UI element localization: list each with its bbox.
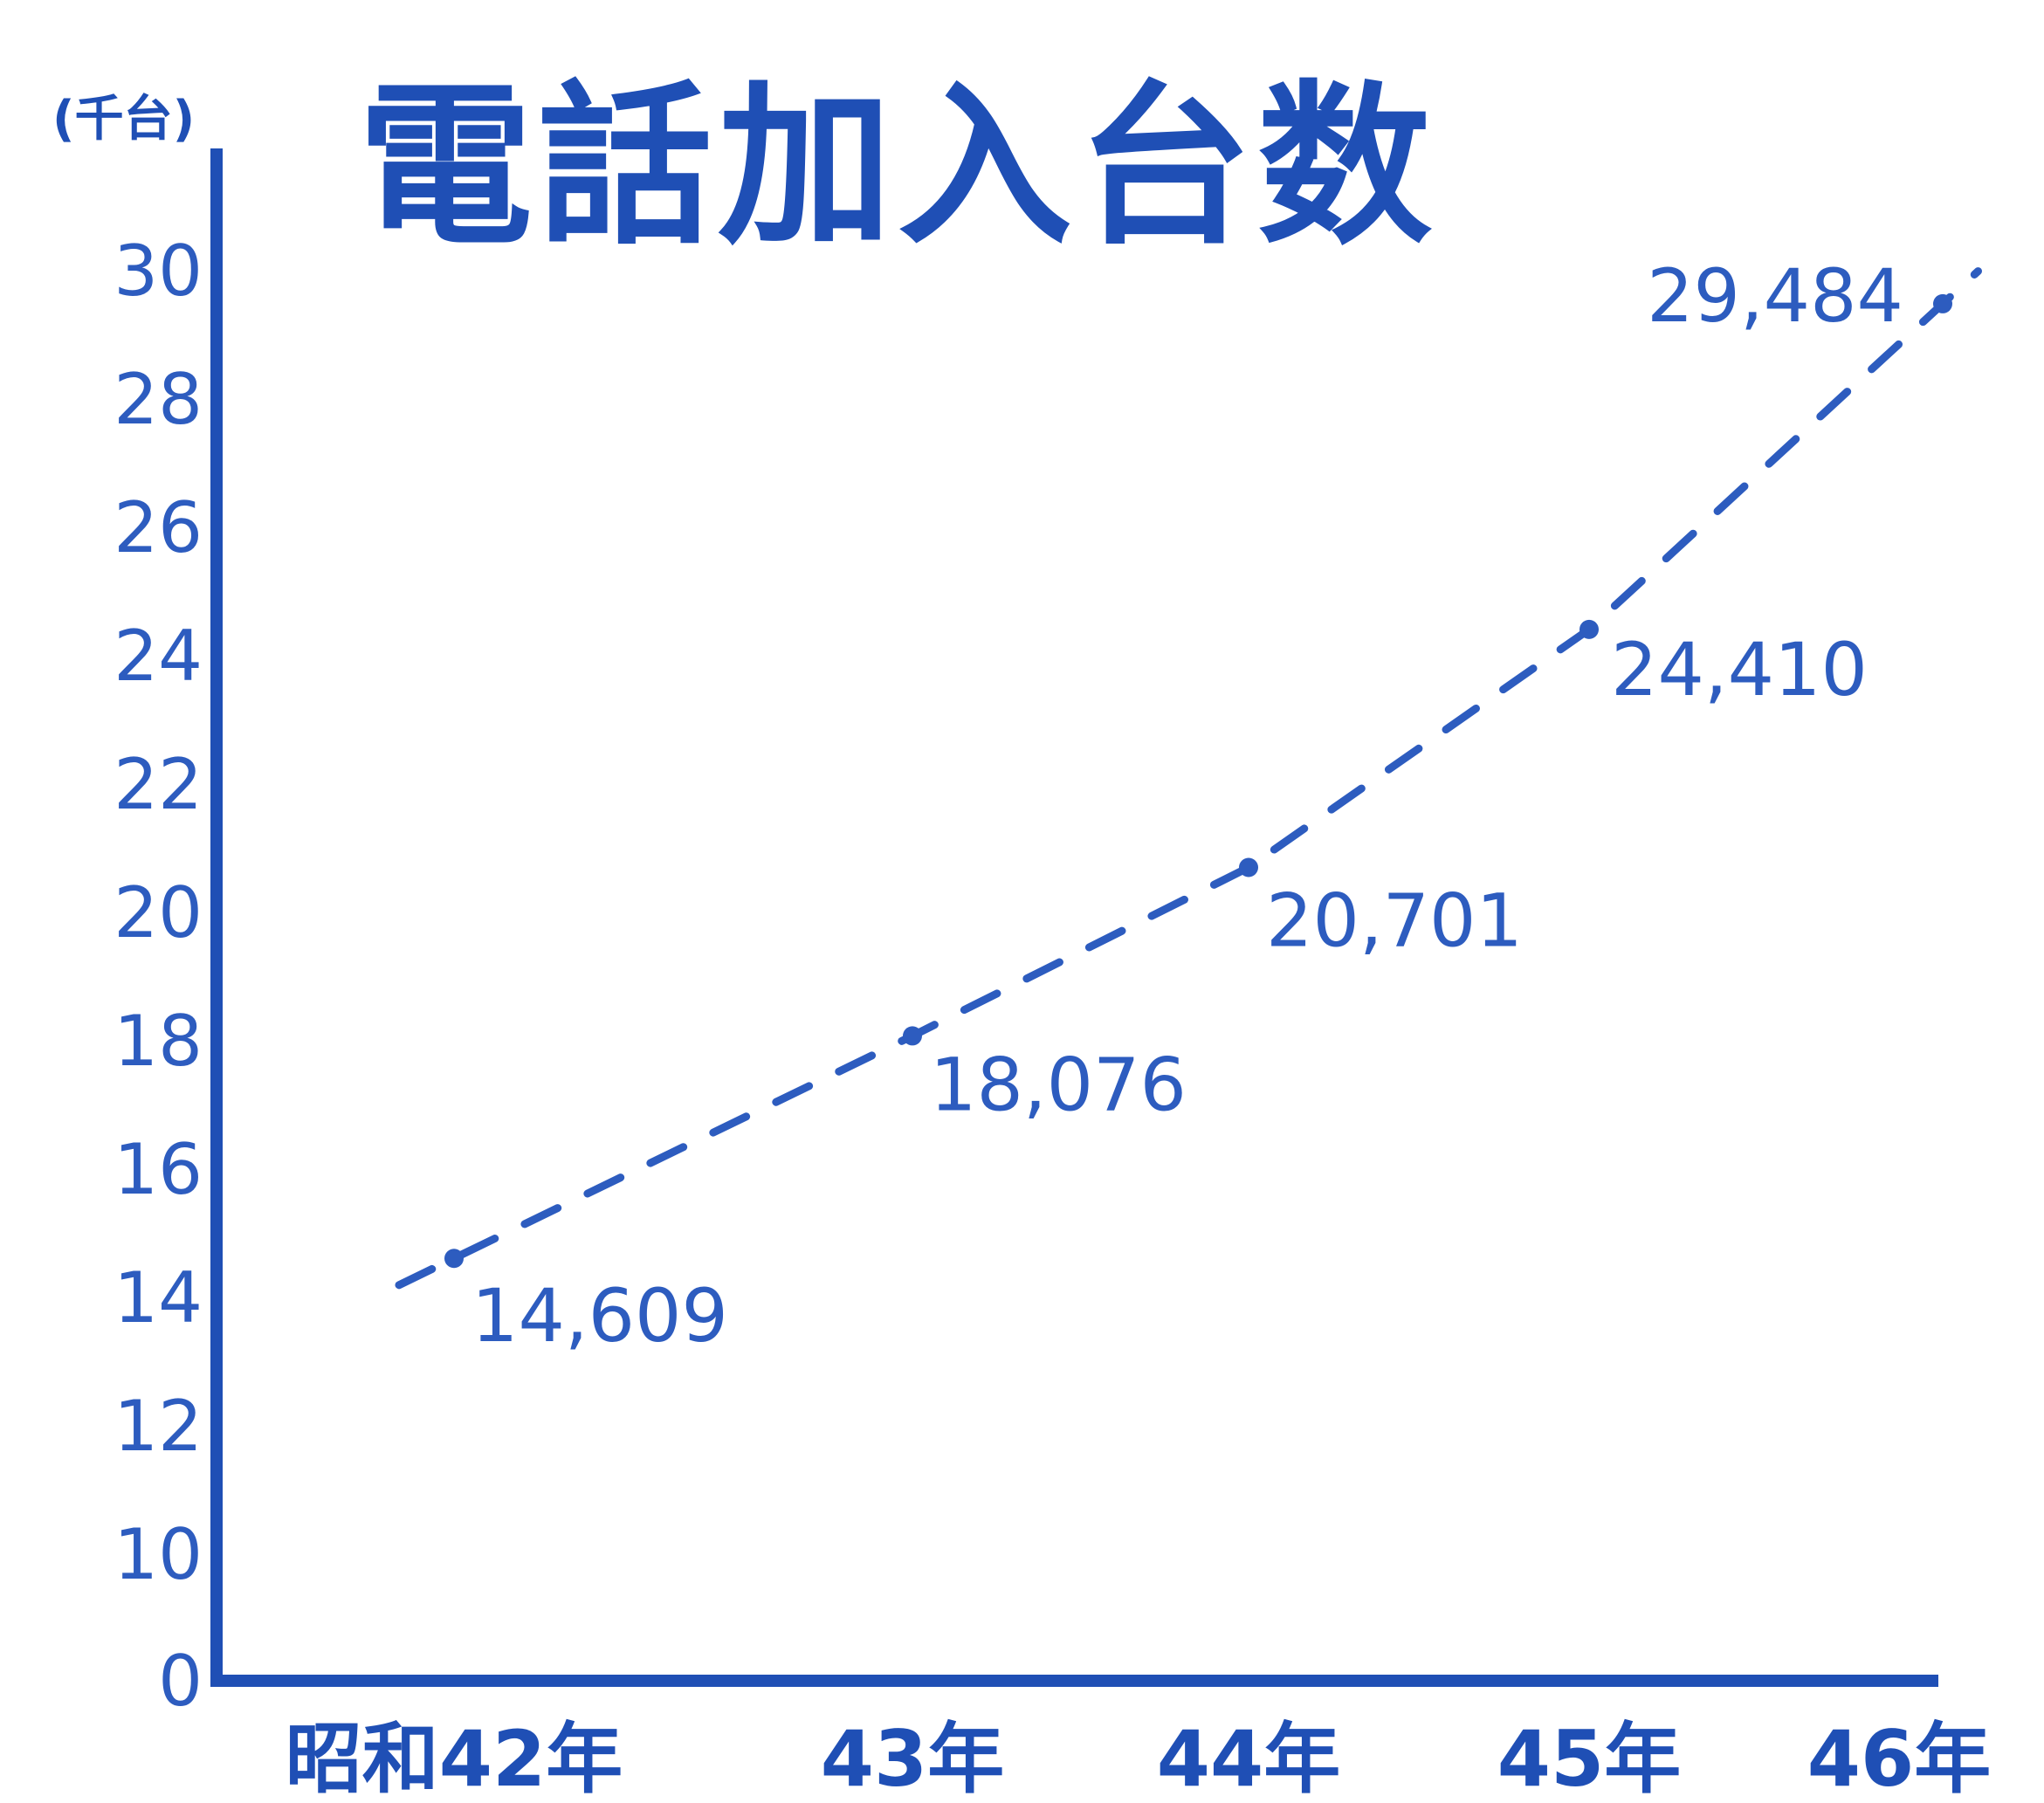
- data-point: [903, 1026, 922, 1046]
- data-label: 29,484: [1647, 253, 1903, 339]
- axes: [210, 148, 1938, 1687]
- chart-title: 電話加入台数: [358, 65, 1437, 269]
- x-axis-ticks: 昭和42年 43年 44年 45年 46年: [286, 1714, 1991, 1803]
- x-tick-label: 45年: [1497, 1714, 1681, 1800]
- series-path: [395, 267, 1982, 1290]
- y-tick-label: 14: [114, 1257, 203, 1338]
- data-point: [1579, 619, 1599, 639]
- y-axis-ticks: 0 10 12 14 16 18 20 22 24 26 28 30: [114, 231, 203, 1722]
- x-tick-label: 43年: [821, 1714, 1004, 1800]
- x-tick-label: 昭和42年: [286, 1714, 623, 1800]
- y-tick-label: 22: [114, 744, 203, 825]
- data-point: [1239, 857, 1258, 877]
- data-labels: 14,609 18,076 20,701 24,410 29,484: [471, 253, 1903, 1359]
- data-label: 18,076: [930, 1042, 1187, 1127]
- data-point: [1933, 293, 1952, 313]
- y-tick-label: 10: [114, 1514, 203, 1595]
- series-line: [395, 267, 1982, 1290]
- y-tick-label: 28: [114, 359, 203, 440]
- data-label: 20,701: [1266, 877, 1523, 963]
- y-tick-label: 20: [114, 872, 203, 953]
- y-tick-label: 24: [114, 616, 203, 697]
- y-tick-label: 30: [114, 231, 203, 312]
- y-tick-label: 18: [114, 1001, 203, 1082]
- y-tick-label: 26: [114, 487, 203, 568]
- data-label: 24,410: [1611, 627, 1868, 712]
- y-tick-label: 0: [158, 1641, 203, 1722]
- data-point: [444, 1249, 464, 1269]
- data-points: [444, 293, 1952, 1269]
- x-tick-label: 44年: [1157, 1714, 1340, 1800]
- y-tick-label: 12: [114, 1386, 203, 1467]
- x-tick-label: 46年: [1807, 1714, 1991, 1800]
- y-axis-unit-label: (千台): [52, 91, 195, 148]
- y-tick-label: 16: [114, 1129, 203, 1210]
- data-label: 14,609: [471, 1273, 728, 1359]
